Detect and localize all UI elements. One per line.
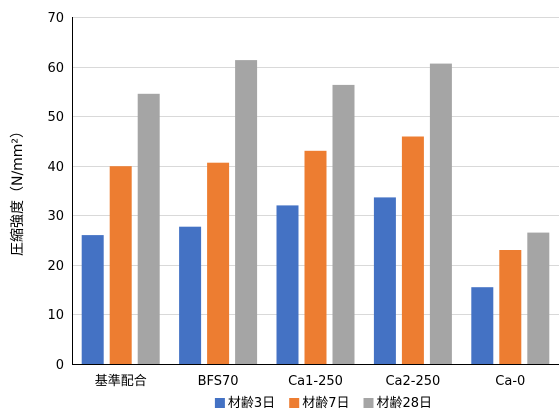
x-category-label: 基準配合 [95, 373, 147, 389]
x-category-label: Ca2-250 [385, 374, 440, 389]
bar-4-series-3 [429, 63, 452, 364]
y-tick-label: 10 [47, 308, 64, 323]
legend-swatch [363, 398, 374, 408]
y-tick-label: 20 [47, 259, 64, 274]
y-tick-label: 40 [47, 160, 64, 175]
legend-item-2: 材齢7日 [289, 396, 349, 411]
legend-item-1: 材齢3日 [214, 396, 275, 411]
bar-2-series-3 [235, 60, 258, 364]
bar-3-series-3 [332, 84, 355, 365]
bar-4-series-1 [373, 197, 396, 364]
legend-label: 材齢3日 [228, 396, 275, 411]
bar-4-series-2 [401, 136, 424, 364]
bar-5-series-1 [471, 287, 494, 364]
y-tick-label: 50 [47, 110, 64, 125]
x-category-label: BFS70 [198, 374, 239, 389]
x-category-labels: 基準配合 BFS70 Ca1-250 Ca2-250 Ca-0 [95, 373, 526, 389]
bar-3-series-2 [304, 150, 327, 364]
y-axis-title: 圧縮強度（N/mm²） [10, 124, 26, 256]
bar-5-series-3 [527, 232, 550, 364]
legend: 材齢3日 材齢7日 材齢28日 [214, 396, 433, 411]
bars [81, 60, 550, 365]
legend-item-3: 材齢28日 [363, 396, 433, 411]
y-tick-label: 0 [56, 358, 64, 373]
legend-swatch [214, 398, 225, 408]
y-tick-labels: 0 10 20 30 40 50 60 70 [47, 11, 64, 373]
axes [72, 17, 559, 365]
bar-1-series-1 [81, 235, 104, 364]
bar-5-series-2 [499, 250, 522, 364]
x-category-label: Ca1-250 [288, 374, 343, 389]
y-tick-label: 70 [47, 11, 64, 26]
legend-swatch [289, 398, 300, 408]
bar-1-series-3 [137, 93, 160, 365]
x-category-label: Ca-0 [495, 374, 525, 389]
y-tick-label: 60 [47, 61, 64, 76]
bar-3-series-1 [276, 205, 299, 364]
y-tick-label: 30 [47, 209, 64, 224]
legend-label: 材齢7日 [302, 396, 349, 411]
bar-2-series-1 [179, 226, 202, 364]
bar-2-series-2 [207, 162, 230, 364]
bar-1-series-2 [109, 166, 132, 364]
legend-label: 材齢28日 [377, 396, 433, 411]
